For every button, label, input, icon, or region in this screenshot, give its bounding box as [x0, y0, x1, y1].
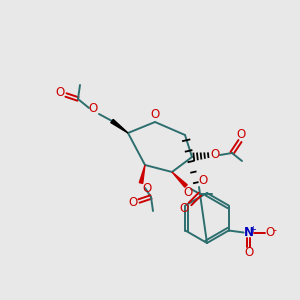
- Text: O: O: [210, 148, 220, 160]
- Text: O: O: [179, 202, 189, 214]
- Text: O: O: [88, 101, 98, 115]
- Text: N: N: [244, 226, 254, 239]
- Polygon shape: [111, 119, 128, 133]
- Text: O: O: [128, 196, 138, 209]
- Text: O: O: [236, 128, 246, 140]
- Text: O: O: [56, 85, 64, 98]
- Polygon shape: [172, 172, 187, 187]
- Text: O: O: [183, 185, 193, 199]
- Text: -: -: [273, 226, 277, 236]
- Text: O: O: [244, 246, 253, 259]
- Text: O: O: [265, 226, 274, 239]
- Text: O: O: [142, 182, 152, 194]
- Text: +: +: [249, 225, 256, 234]
- Text: O: O: [198, 175, 208, 188]
- Text: O: O: [150, 107, 160, 121]
- Polygon shape: [139, 165, 145, 183]
